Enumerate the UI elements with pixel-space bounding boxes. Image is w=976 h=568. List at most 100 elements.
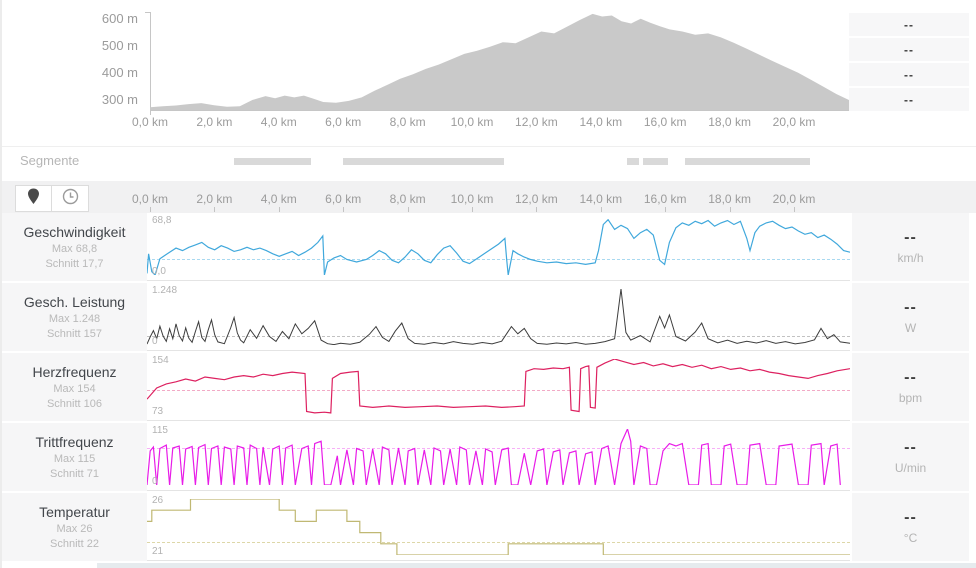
axis-tick bbox=[536, 207, 538, 212]
metric-unit: °C bbox=[903, 531, 918, 545]
metric-avg: Schnitt 71 bbox=[50, 468, 99, 480]
x-axis-tick-label: 20,0 km bbox=[772, 192, 816, 206]
x-axis-tick-label: 0,0 km bbox=[131, 192, 168, 206]
metric-max: Max 26 bbox=[56, 523, 93, 535]
average-line bbox=[147, 541, 850, 543]
x-axis-tick-label: 12,0 km bbox=[515, 192, 558, 206]
x-axis-tick-label: 16,0 km bbox=[643, 115, 687, 129]
average-line bbox=[147, 448, 850, 450]
y-axis-min: 73 bbox=[152, 406, 164, 417]
elevation-y-tick: 400 m bbox=[101, 65, 138, 80]
info-box: -- bbox=[849, 13, 969, 36]
metric-row-heartrate: Herzfrequenz Max 154 Schnitt 106 154 73 … bbox=[2, 353, 976, 421]
info-box: -- bbox=[849, 88, 969, 111]
y-axis-max: 68,8 bbox=[152, 215, 172, 226]
heartrate-chart[interactable]: 154 73 bbox=[147, 353, 850, 421]
x-axis-tick-label: 0,0 km bbox=[131, 115, 168, 129]
x-axis-tick-label: 6,0 km bbox=[325, 115, 362, 129]
axis-tick bbox=[407, 207, 409, 212]
metric-value: -- bbox=[904, 509, 917, 526]
x-axis-tick-label: 10,0 km bbox=[450, 192, 494, 206]
metric-value: -- bbox=[904, 229, 917, 246]
axis-tick bbox=[794, 207, 795, 212]
segment-bar[interactable] bbox=[343, 158, 505, 165]
metric-max: Max 68,8 bbox=[51, 243, 98, 255]
x-axis-tick-label: 14,0 km bbox=[579, 115, 623, 129]
x-axis-tick-label: 4,0 km bbox=[260, 192, 297, 206]
metric-row-power: Gesch. Leistung Max 1.248 Schnitt 157 1.… bbox=[2, 283, 976, 351]
metric-avg: Schnitt 22 bbox=[50, 538, 99, 550]
metric-max: Max 154 bbox=[53, 383, 96, 395]
average-line bbox=[147, 335, 850, 337]
metric-value: -- bbox=[904, 299, 917, 316]
cadence-chart[interactable]: 115 0 bbox=[147, 423, 850, 491]
x-axis-tick-label: 12,0 km bbox=[515, 115, 558, 129]
metric-max: Max 115 bbox=[53, 453, 96, 465]
metric-value: -- bbox=[904, 439, 917, 456]
x-axis-tick-label: 8,0 km bbox=[389, 115, 426, 129]
metric-label-panel: Temperatur Max 26 Schnitt 22 bbox=[2, 493, 147, 561]
axis-tick bbox=[278, 207, 280, 212]
y-axis-min: 21 bbox=[152, 546, 164, 557]
metric-max: Max 1.248 bbox=[48, 313, 101, 325]
info-box: -- bbox=[849, 38, 969, 61]
metric-row-speed: Geschwindigkeit Max 68,8 Schnitt 17,7 68… bbox=[2, 213, 976, 281]
axis-tick bbox=[145, 12, 151, 13]
x-axis-tick-label: 16,0 km bbox=[643, 192, 687, 206]
elevation-y-tick: 600 m bbox=[101, 11, 138, 26]
y-axis-min: 0,0 bbox=[152, 266, 166, 277]
x-axis-tick-label: 6,0 km bbox=[325, 192, 362, 206]
axis-tick bbox=[600, 207, 602, 212]
axis-tick bbox=[665, 207, 667, 212]
metric-avg: Schnitt 17,7 bbox=[45, 258, 104, 270]
elevation-x-axis bbox=[150, 110, 862, 111]
metric-label-panel: Geschwindigkeit Max 68,8 Schnitt 17,7 bbox=[2, 213, 147, 281]
power-chart[interactable]: 1.248 0 bbox=[147, 283, 850, 351]
speed-chart[interactable]: 68,8 0,0 bbox=[147, 213, 850, 281]
time-button[interactable] bbox=[52, 185, 89, 212]
temperature-chart[interactable]: 26 21 bbox=[147, 493, 850, 561]
toolbar-strip bbox=[2, 181, 976, 213]
metric-avg: Schnitt 157 bbox=[46, 328, 103, 340]
metric-label-panel: Herzfrequenz Max 154 Schnitt 106 bbox=[2, 353, 147, 421]
next-section-edge bbox=[97, 563, 976, 568]
x-axis-tick-label: 2,0 km bbox=[196, 115, 233, 129]
metric-title: Gesch. Leistung bbox=[23, 294, 126, 310]
elevation-y-tick: 300 m bbox=[101, 92, 138, 107]
y-axis-max: 154 bbox=[152, 355, 169, 366]
axis-tick bbox=[150, 207, 151, 212]
metric-value-panel: -- °C bbox=[852, 493, 969, 561]
x-axis-tick-label: 18,0 km bbox=[708, 115, 751, 129]
segment-bar[interactable] bbox=[626, 158, 640, 165]
average-line bbox=[147, 390, 850, 392]
axis-tick bbox=[729, 207, 731, 212]
segment-bar[interactable] bbox=[684, 158, 811, 165]
metric-title: Temperatur bbox=[39, 504, 110, 520]
segment-bar[interactable] bbox=[642, 158, 669, 165]
axis-tick bbox=[343, 207, 345, 212]
axis-tick bbox=[214, 207, 216, 212]
elevation-y-tick: 500 m bbox=[101, 38, 138, 53]
average-line bbox=[147, 258, 850, 260]
map-pin-button[interactable] bbox=[15, 185, 52, 212]
x-axis-tick-label: 2,0 km bbox=[196, 192, 233, 206]
metric-title: Trittfrequenz bbox=[35, 434, 114, 450]
metric-unit: km/h bbox=[897, 251, 924, 265]
y-axis-min: 0 bbox=[152, 336, 158, 347]
metric-unit: bpm bbox=[898, 391, 923, 405]
metric-row-cadence: Trittfrequenz Max 115 Schnitt 71 115 0 -… bbox=[2, 423, 976, 491]
metric-title: Herzfrequenz bbox=[32, 364, 117, 380]
y-axis-max: 1.248 bbox=[152, 285, 178, 296]
metric-row-temperature: Temperatur Max 26 Schnitt 22 26 21 -- °C bbox=[2, 493, 976, 561]
metric-label-panel: Trittfrequenz Max 115 Schnitt 71 bbox=[2, 423, 147, 491]
y-axis-max: 26 bbox=[152, 495, 164, 506]
y-axis-min: 0 bbox=[152, 476, 158, 487]
metric-title: Geschwindigkeit bbox=[23, 224, 126, 240]
x-axis-tick-label: 20,0 km bbox=[772, 115, 816, 129]
metric-avg: Schnitt 106 bbox=[46, 398, 103, 410]
elevation-chart[interactable] bbox=[150, 12, 862, 110]
metric-unit: W bbox=[904, 321, 917, 335]
x-axis-tick-label: 4,0 km bbox=[260, 115, 297, 129]
segment-bar[interactable] bbox=[233, 158, 311, 165]
